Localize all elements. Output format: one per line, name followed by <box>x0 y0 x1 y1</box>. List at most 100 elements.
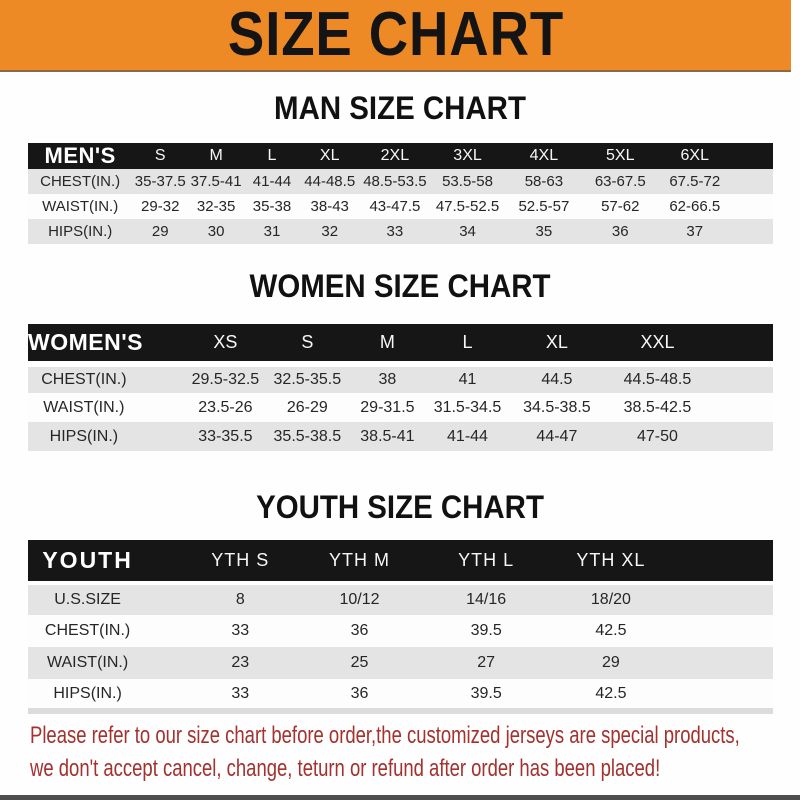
column-header: XL <box>508 324 606 367</box>
size-value-cell: 48.5-53.5 <box>363 173 427 190</box>
size-value-cell: 39.5 <box>470 622 502 639</box>
size-value-cell: 44.5 <box>541 371 573 388</box>
header-filler <box>709 324 773 367</box>
column-header: YTH M <box>296 540 423 585</box>
row-filler <box>672 615 773 647</box>
size-value-cell: 32-35 <box>196 198 236 215</box>
size-value-cell: 36 <box>296 679 423 714</box>
size-value-cell: 33 <box>386 223 404 240</box>
table-row: HIPS(IN.) 29 30 31 32 33 34 35 36 37 <box>28 219 773 244</box>
men-size-table: MEN'S S M L XL 2XL 3XL 4XL 5XL 6XL CHEST… <box>28 143 773 244</box>
size-value-cell: 10/12 <box>339 591 380 608</box>
youth-section-heading: YOUTH SIZE CHART <box>256 489 544 525</box>
column-header: XL <box>299 143 360 169</box>
row-label: WAIST(IN.) <box>43 398 125 416</box>
size-value-cell: 25 <box>350 654 369 671</box>
size-value-cell: 26-29 <box>286 398 328 416</box>
size-value-cell: 38.5-42.5 <box>623 398 692 416</box>
size-value-cell: 18/20 <box>590 591 631 608</box>
row-label: HIPS(IN.) <box>49 427 119 445</box>
table-row: HIPS(IN.) 33-35.5 35.5-38.5 38.5-41 41-4… <box>28 422 773 451</box>
size-value-cell: 29-31.5 <box>360 398 415 416</box>
size-value-cell: 52.5-57 <box>518 198 570 215</box>
size-value-cell: 29-32 <box>141 198 180 215</box>
disclaimer-line-2: we don't accept cancel, change, teturn o… <box>30 755 661 782</box>
size-value-cell: 36 <box>611 223 629 240</box>
size-value-cell: 29 <box>602 654 620 671</box>
size-value-cell: 57-62 <box>601 198 640 215</box>
table-row: WAIST(IN.) 23 25 27 29 <box>28 647 773 679</box>
size-value-cell: 32 <box>321 223 339 240</box>
table-row: CHEST(IN.) 33 36 39.5 42.5 <box>28 615 773 647</box>
size-value-cell: 34 <box>459 223 476 240</box>
row-filler <box>672 647 773 679</box>
column-header: S <box>266 324 349 367</box>
column-header: L <box>426 324 509 367</box>
row-filler <box>672 583 773 615</box>
row-label: HIPS(IN.) <box>28 679 148 714</box>
size-value-cell: 36 <box>350 622 369 639</box>
size-value-cell: 44.5-48.5 <box>623 371 692 388</box>
row-label: WAIST(IN.) <box>42 198 119 215</box>
row-spacer <box>140 393 185 422</box>
column-header: XS <box>184 324 267 367</box>
size-value-cell: 41-44 <box>447 427 488 445</box>
row-label: CHEST(IN.) <box>44 622 131 639</box>
size-value-cell: 31 <box>263 223 281 240</box>
women-header-label: WOMEN'S <box>28 324 143 367</box>
row-spacer <box>147 583 184 615</box>
table-row: WAIST(IN.) 23.5-26 26-29 29-31.5 31.5-34… <box>28 393 773 422</box>
size-value-cell: 38-43 <box>310 198 349 215</box>
size-value-cell: 44-47 <box>536 427 578 445</box>
row-spacer <box>147 647 184 679</box>
size-value-cell: 23 <box>231 654 250 671</box>
size-value-cell: 30 <box>207 223 225 240</box>
women-header-row: WOMEN'S XS S M L XL XXL <box>28 324 773 367</box>
column-header: 2XL <box>359 143 431 169</box>
disclaimer-note: Please refer to our size chart before or… <box>0 719 800 785</box>
size-value-cell: 35-37.5 <box>134 173 186 190</box>
men-section-heading: MAN SIZE CHART <box>274 90 526 126</box>
size-value-cell: 47.5-52.5 <box>435 198 500 215</box>
size-value-cell: 14/16 <box>466 591 507 608</box>
column-header: L <box>244 143 300 169</box>
row-spacer <box>140 422 185 451</box>
size-value-cell: 31.5-34.5 <box>433 398 502 416</box>
size-value-cell: 47-50 <box>637 427 678 445</box>
table-row: HIPS(IN.) 33 36 39.5 42.5 <box>28 679 773 714</box>
youth-size-table: YOUTH YTH S YTH M YTH L YTH XL U.S.SIZE … <box>28 540 773 714</box>
bottom-edge-strip <box>0 795 800 800</box>
header-spacer <box>139 324 185 367</box>
size-value-cell: 8 <box>235 591 245 608</box>
row-filler <box>710 393 773 422</box>
size-value-cell: 32.5-35.5 <box>273 371 342 388</box>
column-header: 3XL <box>430 143 505 169</box>
header-filler <box>672 540 773 585</box>
size-value-cell: 27 <box>477 654 496 671</box>
size-value-cell: 63-67.5 <box>594 173 646 190</box>
column-header: YTH XL <box>549 540 673 585</box>
size-value-cell: 35 <box>535 223 553 240</box>
size-value-cell: 62-66.5 <box>669 198 721 215</box>
size-value-cell: 33-35.5 <box>198 427 253 445</box>
row-spacer <box>140 364 185 393</box>
size-value-cell: 33 <box>184 679 297 714</box>
column-header: YTH L <box>422 540 550 585</box>
column-header: 6XL <box>657 143 732 169</box>
row-filler <box>732 169 773 194</box>
table-row: CHEST(IN.) 29.5-32.5 32.5-35.5 38 41 44.… <box>28 364 773 393</box>
size-value-cell: 44-48.5 <box>304 173 356 190</box>
size-value-cell: 41 <box>458 371 477 388</box>
size-value-cell: 43-47.5 <box>369 198 421 215</box>
row-label: WAIST(IN.) <box>47 654 129 671</box>
row-label: U.S.SIZE <box>54 591 121 608</box>
size-value-cell: 34.5-38.5 <box>523 398 591 416</box>
banner-title: SIZE CHART <box>227 0 564 69</box>
header-filler <box>732 143 773 169</box>
size-value-cell: 42.5 <box>595 622 627 639</box>
size-value-cell: 29.5-32.5 <box>191 371 260 388</box>
column-header: YTH S <box>184 540 297 585</box>
youth-header-row: YOUTH YTH S YTH M YTH L YTH XL <box>28 540 773 585</box>
size-value-cell: 29 <box>151 223 169 240</box>
